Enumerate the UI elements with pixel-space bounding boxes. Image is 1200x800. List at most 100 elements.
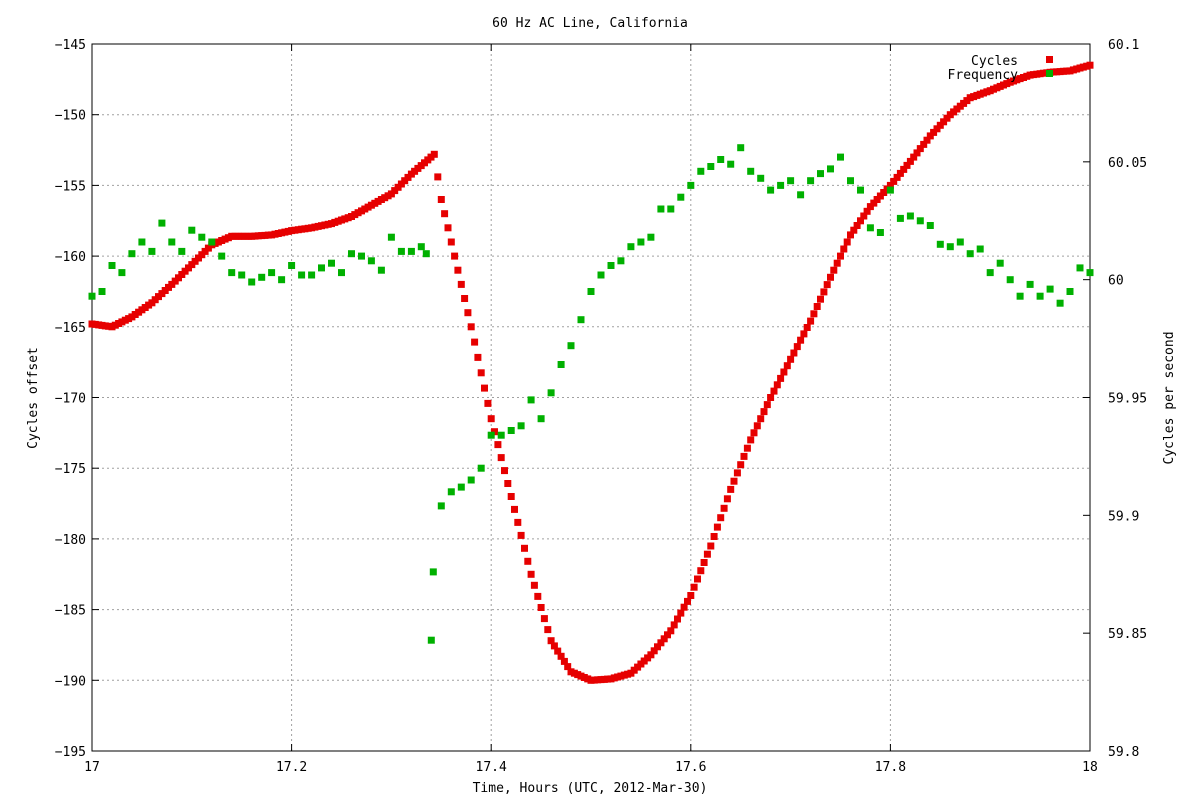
x-axis-label: Time, Hours (UTC, 2012-Mar-30) <box>473 781 708 796</box>
cycles-point <box>660 635 668 643</box>
frequency-point <box>178 247 186 255</box>
cycles-point <box>554 647 562 655</box>
cycles-point <box>690 583 698 591</box>
frequency-point <box>677 193 685 201</box>
cycles-point <box>790 349 798 357</box>
frequency-point <box>367 257 375 265</box>
cycles-point <box>783 362 791 370</box>
cycles-point <box>437 196 445 203</box>
cycles-point <box>913 149 921 157</box>
frequency-point <box>767 186 775 194</box>
frequency-point <box>757 174 765 182</box>
cycles-point <box>434 173 442 181</box>
cycles-point <box>441 210 449 218</box>
legend: Cycles Frequency <box>948 54 1053 83</box>
y-tick-label: −195 <box>55 745 86 760</box>
cycles-point <box>893 173 901 181</box>
frequency-point <box>807 177 815 185</box>
frequency-point <box>657 205 665 213</box>
frequency-point <box>487 431 495 439</box>
y2-tick-labels: 60.1 60.05 60 59.95 59.9 59.85 59.8 <box>1108 38 1147 760</box>
frequency-point <box>128 250 136 258</box>
cycles-point <box>564 663 572 671</box>
cycles-point <box>657 639 665 647</box>
cycles-point <box>780 368 788 376</box>
frequency-point <box>328 259 335 267</box>
frequency-point <box>228 269 236 277</box>
frequency-point <box>886 186 894 194</box>
frequency-point <box>827 165 834 173</box>
cycles-point <box>860 212 868 220</box>
cycles-point <box>477 369 485 377</box>
y-tick-label: −185 <box>55 604 86 619</box>
x-tick-label: 17.8 <box>875 760 906 775</box>
cycles-point <box>753 422 761 430</box>
y-tick-labels: −145 −150 −155 −160 −165 −170 −175 −180 −185 −190… <box>55 38 86 760</box>
frequency-point <box>946 243 954 251</box>
cycles-point <box>710 533 718 540</box>
frequency-point <box>976 245 984 253</box>
frequency-point <box>936 240 944 248</box>
frequency-point <box>986 269 994 277</box>
frequency-point <box>577 316 585 324</box>
cycles-point <box>750 429 758 437</box>
cycles-point <box>890 177 898 185</box>
frequency-point <box>737 144 745 152</box>
cycles-point <box>524 557 532 565</box>
cycles-point <box>481 384 488 392</box>
frequency-point <box>597 271 605 279</box>
cycles-point <box>817 295 824 303</box>
frequency-point <box>1036 292 1044 300</box>
frequency-point <box>1066 288 1074 295</box>
cycles-point <box>863 207 871 215</box>
x-tick-label: 17 <box>84 760 100 775</box>
frequency-point <box>627 243 635 251</box>
cycles-point <box>684 597 691 605</box>
frequency-point <box>198 233 206 241</box>
cycles-point <box>797 336 805 344</box>
frequency-point <box>637 238 645 246</box>
cycles-point <box>910 153 918 161</box>
cycles-point <box>833 259 841 267</box>
frequency-point <box>707 163 715 170</box>
frequency-point <box>467 476 475 484</box>
frequency-point <box>298 271 306 279</box>
frequency-point <box>687 181 695 189</box>
cycles-point <box>853 222 861 229</box>
frequency-point <box>787 177 795 185</box>
cycles-point <box>923 136 931 144</box>
cycles-point <box>540 615 548 623</box>
cycles-point <box>823 281 831 289</box>
frequency-point <box>837 153 844 161</box>
frequency-point <box>667 205 675 213</box>
cycles-point <box>870 199 878 207</box>
cycles-point <box>494 441 502 449</box>
frequency-point <box>138 238 146 246</box>
frequency-point <box>797 191 805 199</box>
frequency-point <box>422 250 430 258</box>
cycles-point <box>511 505 518 513</box>
frequency-point <box>1056 299 1064 307</box>
frequency-point <box>158 219 166 227</box>
cycles-point <box>807 317 815 325</box>
frequency-point <box>397 247 405 255</box>
frequency-point <box>607 262 615 269</box>
cycles-point <box>550 642 558 650</box>
cycles-point <box>840 245 848 253</box>
frequency-point <box>268 269 276 277</box>
legend-swatch-cycles <box>1046 56 1053 63</box>
cycles-point <box>687 592 695 599</box>
cycles-point <box>773 381 781 389</box>
cycles-point <box>793 343 801 351</box>
y-tick-label: −170 <box>55 392 86 407</box>
cycles-point <box>903 161 911 169</box>
cycles-point <box>803 324 811 331</box>
frequency-point <box>427 636 435 644</box>
frequency-point <box>1086 269 1094 277</box>
cycles-point <box>430 150 438 158</box>
y2-tick-label: 60.1 <box>1108 38 1139 53</box>
frequency-point <box>926 222 934 229</box>
frequency-point <box>996 259 1004 267</box>
frequency-point <box>617 257 625 265</box>
frequency-point <box>587 288 595 295</box>
